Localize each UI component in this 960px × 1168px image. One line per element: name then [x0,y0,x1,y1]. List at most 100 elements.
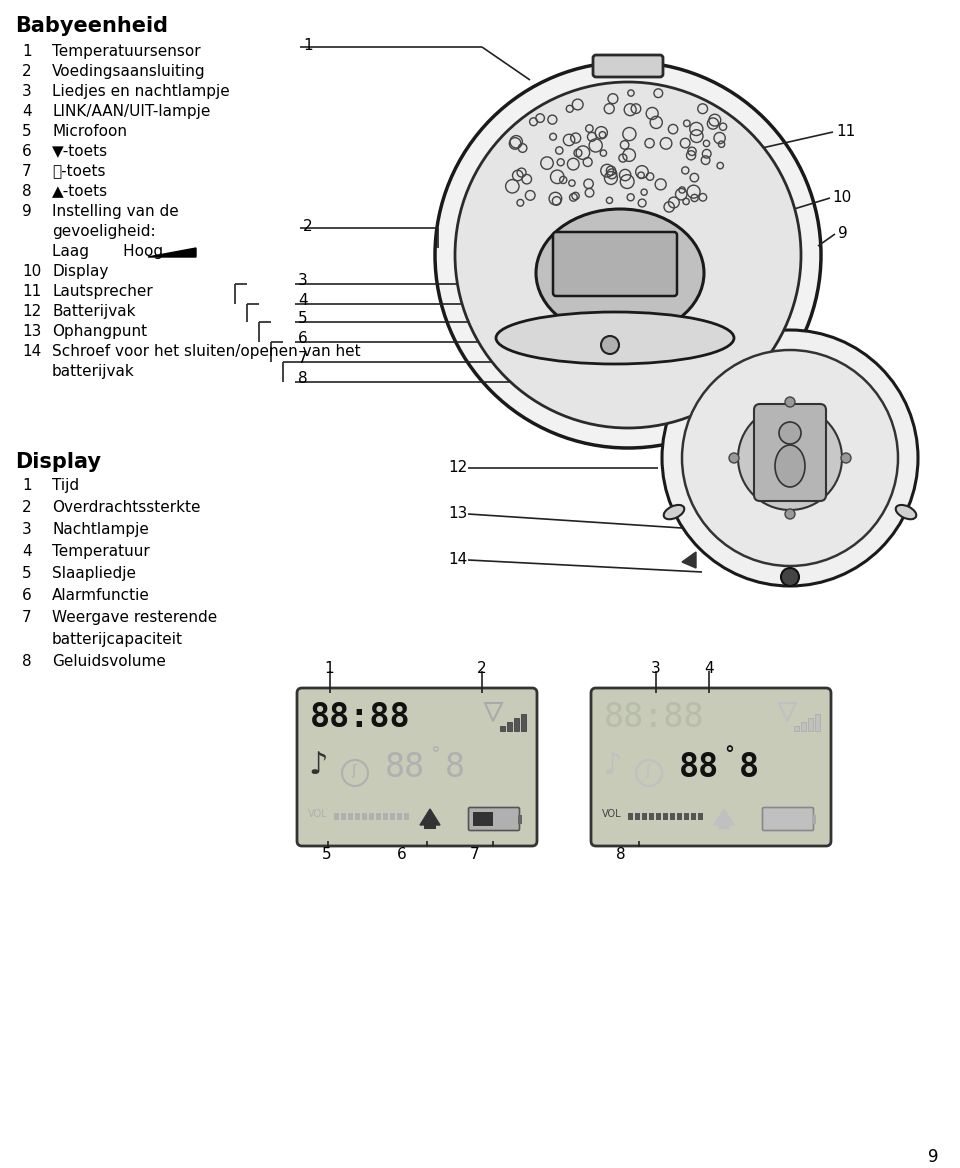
Text: 88:88: 88:88 [310,701,411,734]
Text: 2: 2 [477,661,487,676]
Bar [812,815,816,823]
Text: 88: 88 [385,751,425,784]
Text: 7: 7 [22,610,32,625]
Text: Overdrachtssterkte: Overdrachtssterkte [52,500,201,515]
Bar [390,813,395,820]
Text: Slaapliedje: Slaapliedje [52,566,136,580]
Circle shape [601,336,619,354]
Text: ⏻: ⏻ [607,339,612,349]
Circle shape [435,62,821,449]
Text: 5: 5 [298,311,307,326]
Bar [677,813,682,820]
Text: 5: 5 [322,847,331,862]
Text: 8: 8 [298,371,307,385]
Polygon shape [148,248,196,257]
Text: 3: 3 [22,84,32,99]
Bar [376,813,381,820]
Text: 5: 5 [22,124,32,139]
FancyBboxPatch shape [553,232,677,296]
Text: Schroef voor het sluiten/openen van het: Schroef voor het sluiten/openen van het [52,345,361,359]
Circle shape [729,453,739,463]
Text: 6: 6 [22,588,32,603]
Circle shape [785,397,795,406]
Bar [801,722,806,731]
Text: 2: 2 [22,500,32,515]
Circle shape [455,82,801,427]
Text: Display: Display [15,452,101,472]
Text: 3: 3 [22,522,32,537]
Circle shape [682,350,898,566]
Text: 7: 7 [22,164,32,179]
Bar [635,813,640,820]
Text: Ophangpunt: Ophangpunt [52,324,147,339]
Circle shape [738,406,842,510]
Text: Batterijvak: Batterijvak [52,304,135,319]
Text: Voedingsaansluiting: Voedingsaansluiting [52,64,205,79]
Bar [649,813,654,820]
Bar [691,813,696,820]
Text: ♪: ♪ [602,751,621,780]
Circle shape [781,568,799,586]
Text: batterijvak: batterijvak [52,364,134,378]
Bar [656,813,661,820]
Text: Temperatuur: Temperatuur [52,544,150,559]
Text: Jannach: Jannach [593,307,626,317]
Text: ʃ: ʃ [645,764,650,778]
Polygon shape [714,809,734,825]
Text: 4: 4 [704,661,713,676]
Text: 1: 1 [22,478,32,493]
Text: LINK/AAN/UIT-lampje: LINK/AAN/UIT-lampje [52,104,210,119]
Text: 88:88: 88:88 [604,701,705,734]
Text: 12: 12 [22,304,41,319]
Text: Lautsprecher: Lautsprecher [52,284,153,299]
Bar [500,726,505,731]
Circle shape [841,453,851,463]
Text: batterijcapaciteit: batterijcapaciteit [52,632,183,647]
Text: beurer: beurer [603,317,626,324]
Text: Display: Display [52,264,108,279]
Text: 6: 6 [22,144,32,159]
Text: ♪♫: ♪♫ [566,328,588,342]
Text: VOL: VOL [602,809,622,819]
Bar [362,813,367,820]
Text: 4: 4 [22,544,32,559]
Text: ▶: ▶ [697,331,708,346]
Bar [348,813,353,820]
Text: gevoeligheid:: gevoeligheid: [52,224,156,239]
Text: ⏻-toets: ⏻-toets [52,164,106,179]
Text: 9: 9 [838,225,848,241]
Text: 8: 8 [616,847,626,862]
Text: Alarmfunctie: Alarmfunctie [52,588,150,603]
FancyBboxPatch shape [297,688,537,846]
Circle shape [779,422,801,444]
Text: 8: 8 [22,654,32,669]
Text: VOL: VOL [308,809,327,819]
Text: 7: 7 [470,847,480,862]
Ellipse shape [663,505,684,520]
Text: 8: 8 [739,751,759,784]
Text: °: ° [430,745,440,764]
Text: 14: 14 [448,552,468,566]
Bar [341,813,346,820]
Bar [670,813,675,820]
Polygon shape [682,552,696,568]
Text: Geluidsvolume: Geluidsvolume [52,654,166,669]
Text: ☀: ☀ [614,328,626,341]
Bar [397,813,402,820]
Bar [518,815,522,823]
FancyBboxPatch shape [762,807,813,830]
Text: 14: 14 [22,345,41,359]
Text: ʃ: ʃ [351,764,356,778]
Bar [718,825,730,829]
Bar [663,813,668,820]
Text: 9: 9 [22,204,32,220]
Bar [808,718,813,731]
Bar [383,813,388,820]
Text: 2: 2 [22,64,32,79]
Bar [684,813,689,820]
Text: Microfoon: Microfoon [52,124,127,139]
Polygon shape [420,809,440,825]
Text: ▶: ▶ [511,331,523,346]
Text: 5: 5 [22,566,32,580]
Text: 3: 3 [651,661,660,676]
